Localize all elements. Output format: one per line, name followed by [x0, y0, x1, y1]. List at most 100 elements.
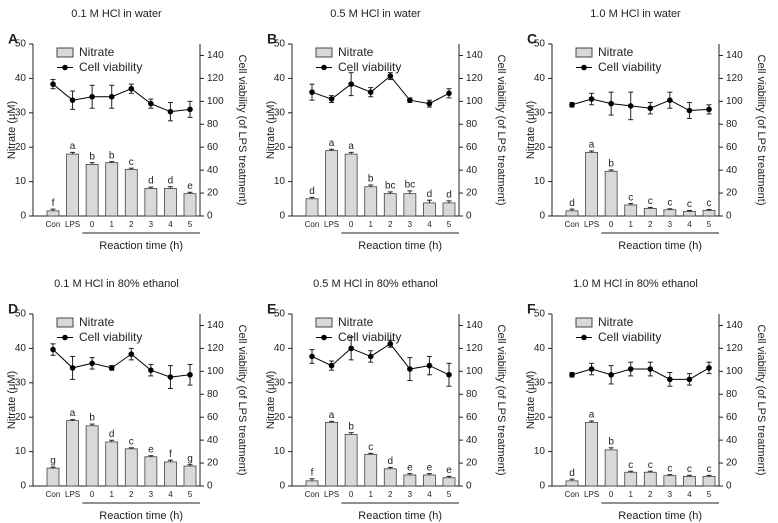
y2-tick-label: 80: [466, 389, 478, 400]
significance-letter: d: [168, 175, 174, 186]
y-tick-label: 10: [534, 446, 546, 457]
significance-letter: e: [427, 462, 433, 473]
x-tick-label: 2: [648, 220, 653, 229]
x-tick-label: 4: [168, 220, 173, 229]
bar: [683, 475, 696, 487]
y2-tick-label: 140: [726, 50, 743, 61]
y-tick-label: 0: [279, 481, 285, 492]
significance-letter: b: [109, 150, 115, 161]
significance-letter: b: [608, 159, 614, 170]
significance-letter: f: [169, 449, 172, 460]
viability-point: [588, 366, 595, 372]
y-tick-label: 40: [274, 73, 286, 84]
viability-point: [367, 353, 374, 360]
bar: [403, 193, 417, 217]
significance-letter: e: [407, 462, 413, 473]
y2-tick-label: 0: [726, 211, 732, 222]
bar: [663, 475, 677, 487]
legend-label: Nitrate: [338, 315, 374, 329]
significance-letter: a: [329, 410, 335, 421]
bar: [325, 421, 338, 487]
x-tick-label: 2: [388, 490, 393, 499]
legend-dot: [581, 64, 587, 71]
viability-point: [588, 96, 595, 102]
y-tick-label: 10: [15, 176, 27, 187]
significance-letter: d: [388, 456, 394, 467]
bar: [364, 453, 378, 487]
significance-letter: c: [628, 192, 633, 203]
y2-tick-label: 120: [207, 73, 224, 84]
significance-letter: e: [187, 181, 193, 192]
panel-title: 0.1 M HCl in water: [71, 8, 162, 20]
legend-dot: [321, 334, 327, 341]
y-axis-label: Nitrate (μM): [265, 371, 277, 429]
x-tick-label: Con: [46, 490, 61, 499]
panel-letter: A: [8, 31, 18, 47]
y-tick-label: 50: [534, 309, 546, 320]
x-tick-label: 1: [109, 220, 114, 229]
significance-letter: g: [50, 456, 56, 467]
y2-axis-label: Cell viability (of LPS treatment): [495, 325, 507, 476]
legend-swatch: [575, 317, 593, 328]
x-tick-label: 1: [109, 490, 114, 499]
x-tick-label: LPS: [65, 220, 80, 229]
y-tick-label: 30: [534, 107, 546, 118]
viability-point: [446, 90, 452, 97]
y2-tick-label: 60: [466, 142, 478, 153]
bar: [46, 210, 60, 217]
y2-tick-label: 40: [726, 435, 738, 446]
significance-letter: e: [446, 465, 452, 476]
legend-dot: [62, 334, 68, 341]
significance-letter: d: [309, 186, 315, 197]
significance-letter: b: [608, 436, 614, 447]
y2-tick-label: 60: [726, 412, 738, 423]
x-tick-label: 3: [149, 220, 154, 229]
viability-point: [309, 353, 315, 360]
bar: [344, 153, 358, 217]
legend-dot: [581, 334, 587, 341]
y-axis-label: Nitrate (μM): [525, 101, 537, 159]
viability-point: [128, 85, 135, 92]
y2-tick-label: 40: [466, 165, 478, 176]
bar: [124, 448, 138, 487]
bar: [604, 449, 618, 487]
significance-letter: d: [569, 198, 575, 209]
bar: [66, 153, 79, 217]
bar: [305, 198, 319, 217]
significance-letter: d: [148, 176, 154, 187]
y2-tick-label: 0: [207, 211, 213, 222]
y2-tick-label: 0: [466, 481, 472, 492]
significance-letter: b: [89, 151, 95, 162]
bar: [164, 188, 177, 217]
y2-tick-label: 20: [726, 458, 738, 469]
viability-point: [108, 365, 115, 371]
y2-tick-label: 80: [207, 119, 219, 130]
viability-point: [187, 106, 193, 113]
panel-title: 1.0 M HCl in water: [590, 8, 681, 20]
bar: [383, 193, 397, 217]
x-tick-label: 4: [168, 490, 173, 499]
bar: [604, 170, 618, 217]
panel: 0.1 M HCl in 80% ethanol D Nitrate (μM) Cel…: [6, 278, 248, 522]
significance-letter: e: [148, 444, 154, 455]
y-tick-label: 0: [539, 481, 545, 492]
y-tick-label: 40: [534, 343, 546, 354]
viability-point: [309, 89, 315, 95]
legend-swatch: [56, 47, 74, 58]
y-tick-label: 20: [15, 412, 27, 423]
x-tick-label: LPS: [324, 490, 339, 499]
bar: [702, 210, 716, 217]
x-tick-label: Con: [565, 220, 580, 229]
y-tick-label: 30: [534, 377, 546, 388]
y2-axis-label: Cell viability (of LPS treatment): [495, 55, 507, 206]
panel-title: 1.0 M HCl in 80% ethanol: [573, 278, 698, 290]
panel: 0.5 M HCl in 80% ethanol E Nitrate (μM) Cel…: [265, 278, 507, 522]
x-group-label: Reaction time (h): [618, 510, 702, 522]
y2-tick-label: 140: [207, 50, 224, 61]
viability-point: [667, 97, 673, 103]
x-tick-label: 0: [90, 220, 95, 229]
legend-swatch: [315, 317, 333, 328]
y2-axis-label: Cell viability (of LPS treatment): [755, 55, 767, 206]
y-tick-label: 0: [279, 211, 285, 222]
x-tick-label: 3: [408, 220, 413, 229]
